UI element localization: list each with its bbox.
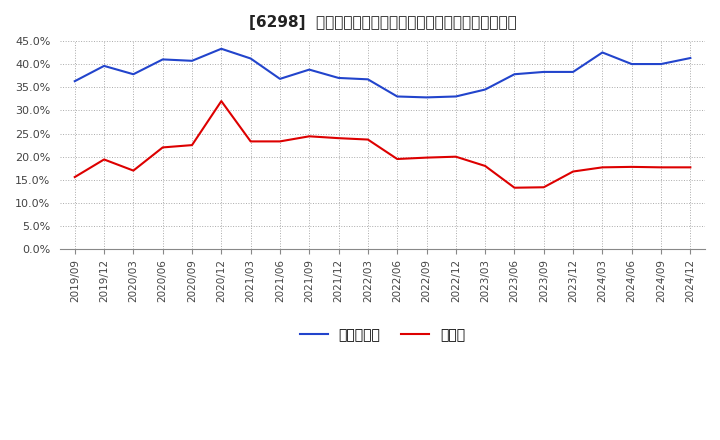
現預金 [451,154,460,159]
現預金 [657,165,665,170]
有利子負債 [305,67,314,72]
有利子負債 [217,46,225,51]
現預金 [598,165,607,170]
有利子負債 [100,63,109,69]
現預金 [100,157,109,162]
現預金 [569,169,577,174]
有利子負債 [246,56,255,61]
有利子負債 [539,69,548,74]
現預金 [481,163,490,169]
有利子負債 [510,72,519,77]
有利子負債 [627,62,636,67]
Legend: 有利子負債, 現預金: 有利子負債, 現預金 [294,323,471,348]
現預金 [686,165,695,170]
有利子負債 [657,62,665,67]
現預金 [276,139,284,144]
現預金 [334,136,343,141]
Line: 現預金: 現預金 [75,101,690,188]
有利子負債 [569,69,577,74]
現預金 [305,134,314,139]
有利子負債 [481,87,490,92]
現預金 [246,139,255,144]
有利子負債 [393,94,402,99]
Title: [6298]  現預金、有利子負債の総資産に対する比率の推移: [6298] 現預金、有利子負債の総資産に対する比率の推移 [248,15,516,30]
現預金 [539,185,548,190]
有利子負債 [158,57,167,62]
有利子負債 [598,50,607,55]
現預金 [217,99,225,104]
有利子負債 [422,95,431,100]
現預金 [129,168,138,173]
有利子負債 [364,77,372,82]
有利子負債 [334,75,343,81]
現預金 [627,164,636,169]
現預金 [393,156,402,161]
現預金 [364,137,372,142]
有利子負債 [686,55,695,61]
有利子負債 [188,58,197,63]
有利子負債 [451,94,460,99]
Line: 有利子負債: 有利子負債 [75,49,690,97]
有利子負債 [71,79,79,84]
現預金 [510,185,519,191]
有利子負債 [129,72,138,77]
現預金 [71,174,79,180]
現預金 [158,145,167,150]
有利子負債 [276,76,284,81]
現預金 [422,155,431,160]
現預金 [188,143,197,148]
